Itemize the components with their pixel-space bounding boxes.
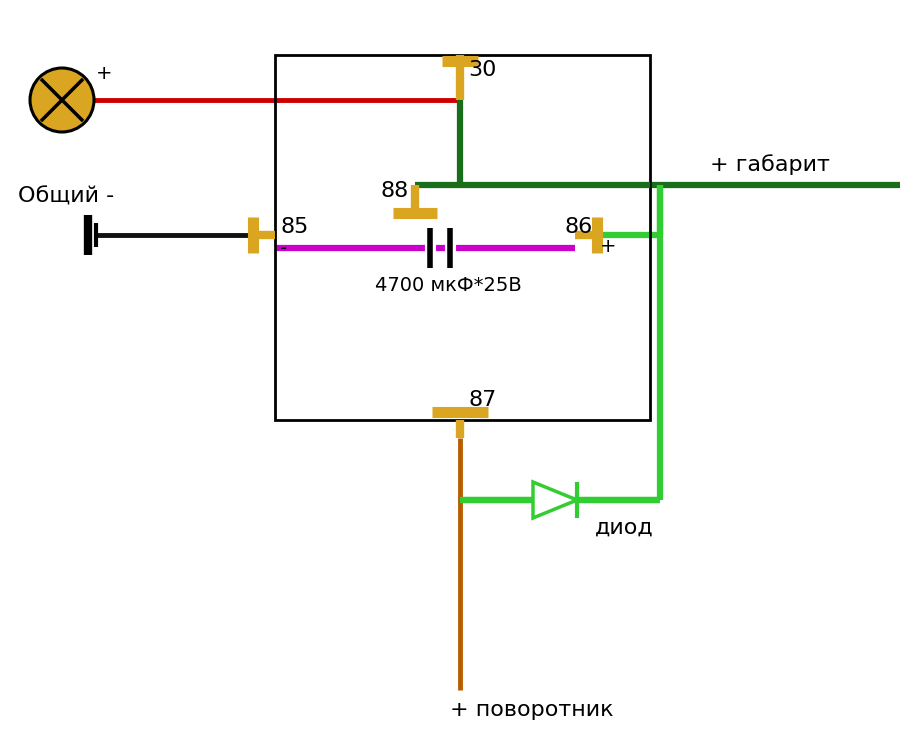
- Text: 30: 30: [468, 60, 496, 80]
- Text: + габарит: + габарит: [710, 154, 830, 175]
- Text: 4700 мкФ*25В: 4700 мкФ*25В: [375, 276, 521, 295]
- Text: + поворотник: + поворотник: [450, 700, 613, 720]
- Text: 88: 88: [380, 181, 409, 201]
- Polygon shape: [533, 482, 577, 518]
- Text: 86: 86: [565, 217, 593, 237]
- Text: +: +: [600, 237, 616, 256]
- Text: диод: диод: [595, 518, 653, 538]
- Text: 87: 87: [468, 390, 496, 410]
- Circle shape: [30, 68, 94, 132]
- Text: -: -: [280, 239, 288, 258]
- Text: 85: 85: [280, 217, 308, 237]
- Text: +: +: [96, 64, 113, 83]
- Bar: [275, 55, 650, 420]
- Text: Общий -: Общий -: [18, 187, 115, 207]
